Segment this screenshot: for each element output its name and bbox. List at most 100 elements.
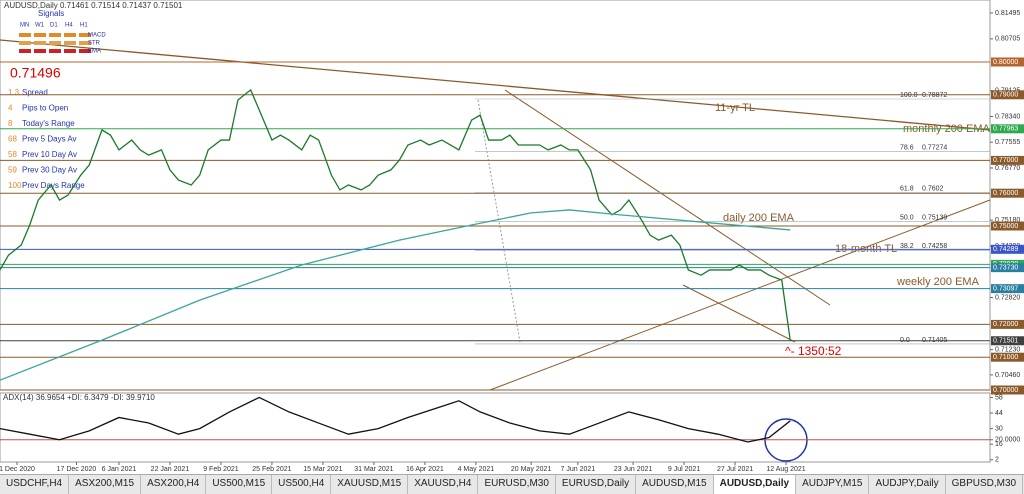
annotation: weekly 200 EMA [896, 276, 980, 288]
y-tick-label: 0.70460 [995, 372, 1020, 379]
x-tick-label: 9 Feb 2021 [203, 466, 239, 473]
stat-label: Prev 30 Day Av [22, 166, 77, 175]
x-tick-label: 17 Dec 2020 [57, 466, 97, 473]
y-tick-label: 30 [995, 425, 1003, 432]
level-label: 0.75000 [993, 223, 1018, 230]
tab[interactable]: US500,H4 [272, 475, 332, 494]
annotation: daily 200 EMA [723, 212, 795, 224]
series-line [0, 88, 791, 341]
x-tick-label: 12 Aug 2021 [766, 466, 805, 473]
x-tick-label: 15 Mar 2021 [303, 466, 342, 473]
level-label: 0.73097 [993, 285, 1018, 292]
timeframe: W1 [35, 23, 45, 29]
level-box [991, 57, 1024, 67]
fib-price: 0.78872 [922, 92, 947, 99]
y-tick-label: 0.78340 [995, 113, 1020, 120]
fib-level: 100.0 [900, 92, 918, 99]
price-panel [0, 0, 991, 391]
tab[interactable]: GBPUSD,M30 [946, 475, 1024, 494]
level-box [991, 155, 1024, 165]
tab-bar: USDCHF,H4 ASX200,M15 ASX200,H4 US500,M15 US5… [0, 474, 1024, 494]
trend-line [0, 39, 991, 131]
level-label: 0.79000 [993, 92, 1018, 99]
window-title: AUDUSD,Daily 0.71461 0.71514 0.71437 0.7… [4, 1, 183, 10]
trend-line [489, 199, 991, 391]
signal-box [34, 41, 46, 45]
level-box [991, 244, 1024, 254]
stat-value: 1.3 [8, 88, 20, 97]
fib-level: 0.0 [900, 337, 910, 344]
stat-value: 59 [8, 166, 17, 175]
tab[interactable]: US500,M15 [206, 475, 273, 494]
series-line [0, 396, 791, 443]
fib-price: 0.71405 [922, 337, 947, 344]
fib-level: 78.6 [900, 144, 914, 151]
level-label: 0.70000 [993, 387, 1018, 394]
signal-box [49, 41, 61, 45]
signal-box [19, 33, 31, 37]
signal-label: EMA [88, 49, 101, 55]
y-tick-label: 44 [995, 410, 1003, 417]
signal-box [64, 33, 76, 37]
adx-panel [0, 392, 991, 463]
tab[interactable]: ASX200,M15 [69, 475, 142, 494]
stat-label: Prev 10 Day Av [22, 150, 77, 159]
x-tick-label: 22 Jan 2021 [151, 466, 190, 473]
x-tick-label: 7 Jun 2021 [561, 466, 596, 473]
x-tick-label: 23 Jun 2021 [614, 466, 653, 473]
x-tick-label: 25 Feb 2021 [252, 466, 291, 473]
fib-price: 0.75139 [922, 214, 947, 221]
tab[interactable]: EURUSD,Daily [556, 475, 637, 494]
level-box [991, 263, 1024, 273]
signals-title: Signals [38, 9, 64, 18]
y-tick-label: 0.71230 [995, 346, 1020, 353]
tab[interactable]: AUDUSD,Daily [713, 475, 797, 494]
level-box [991, 385, 1024, 395]
y-tick-label: 2 [995, 457, 999, 464]
annotation: ^- 1350:52 [785, 344, 842, 358]
stat-label: Prev Days Range [22, 181, 85, 190]
stat-value: 8 [8, 119, 13, 128]
x-tick-label: 1 Dec 2020 [0, 466, 35, 473]
trend-line [682, 284, 796, 343]
tab[interactable]: XAUUSD,M15 [331, 475, 409, 494]
tab[interactable]: XAUUSD,H4 [408, 475, 479, 494]
signal-box [79, 41, 91, 45]
tab[interactable]: EURUSD,M30 [478, 475, 556, 494]
stat-label: Spread [22, 88, 48, 97]
signal-box [34, 33, 46, 37]
level-label: 0.76000 [993, 190, 1018, 197]
y-tick-label: 16 [995, 441, 1003, 448]
tab[interactable]: AUDJPY,M15 [796, 475, 870, 494]
fib-level: 61.8 [900, 185, 914, 192]
signal-box [64, 41, 76, 45]
y-tick-label: 0.77555 [995, 139, 1020, 146]
signal-label: STR [88, 41, 101, 47]
stat-value: 4 [8, 104, 13, 113]
current-price: 0.71496 [10, 65, 61, 81]
x-tick-label: 6 Jan 2021 [102, 466, 137, 473]
tab[interactable]: ASX200,H4 [141, 475, 207, 494]
signal-box [49, 49, 61, 53]
tab[interactable]: AUDJPY,Daily [869, 475, 946, 494]
level-label: 0.71501 [993, 338, 1018, 345]
chart: AUDUSD,Daily 0.71461 0.71514 0.71437 0.7… [0, 0, 1024, 473]
signal-box [49, 33, 61, 37]
level-label: 0.71000 [993, 354, 1018, 361]
y-tick-label: 0.75180 [995, 217, 1020, 224]
annotation: 11-yr TL [715, 102, 755, 114]
level-label: 0.77963 [993, 126, 1018, 133]
signal-label: MACD [88, 33, 106, 39]
tab[interactable]: AUDUSD,M15 [636, 475, 714, 494]
level-box [991, 221, 1024, 231]
level-box [991, 188, 1024, 198]
tab[interactable]: USDCHF,H4 [0, 475, 70, 494]
y-tick-label: 20.0000 [995, 437, 1020, 444]
timeframe: MN [20, 23, 29, 29]
fib-level: 50.0 [900, 214, 914, 221]
stat-label: Pips to Open [22, 104, 68, 113]
signal-box [19, 49, 31, 53]
trend-line [477, 99, 521, 343]
stat-value: 68 [8, 135, 17, 144]
timeframe: D1 [50, 23, 58, 29]
